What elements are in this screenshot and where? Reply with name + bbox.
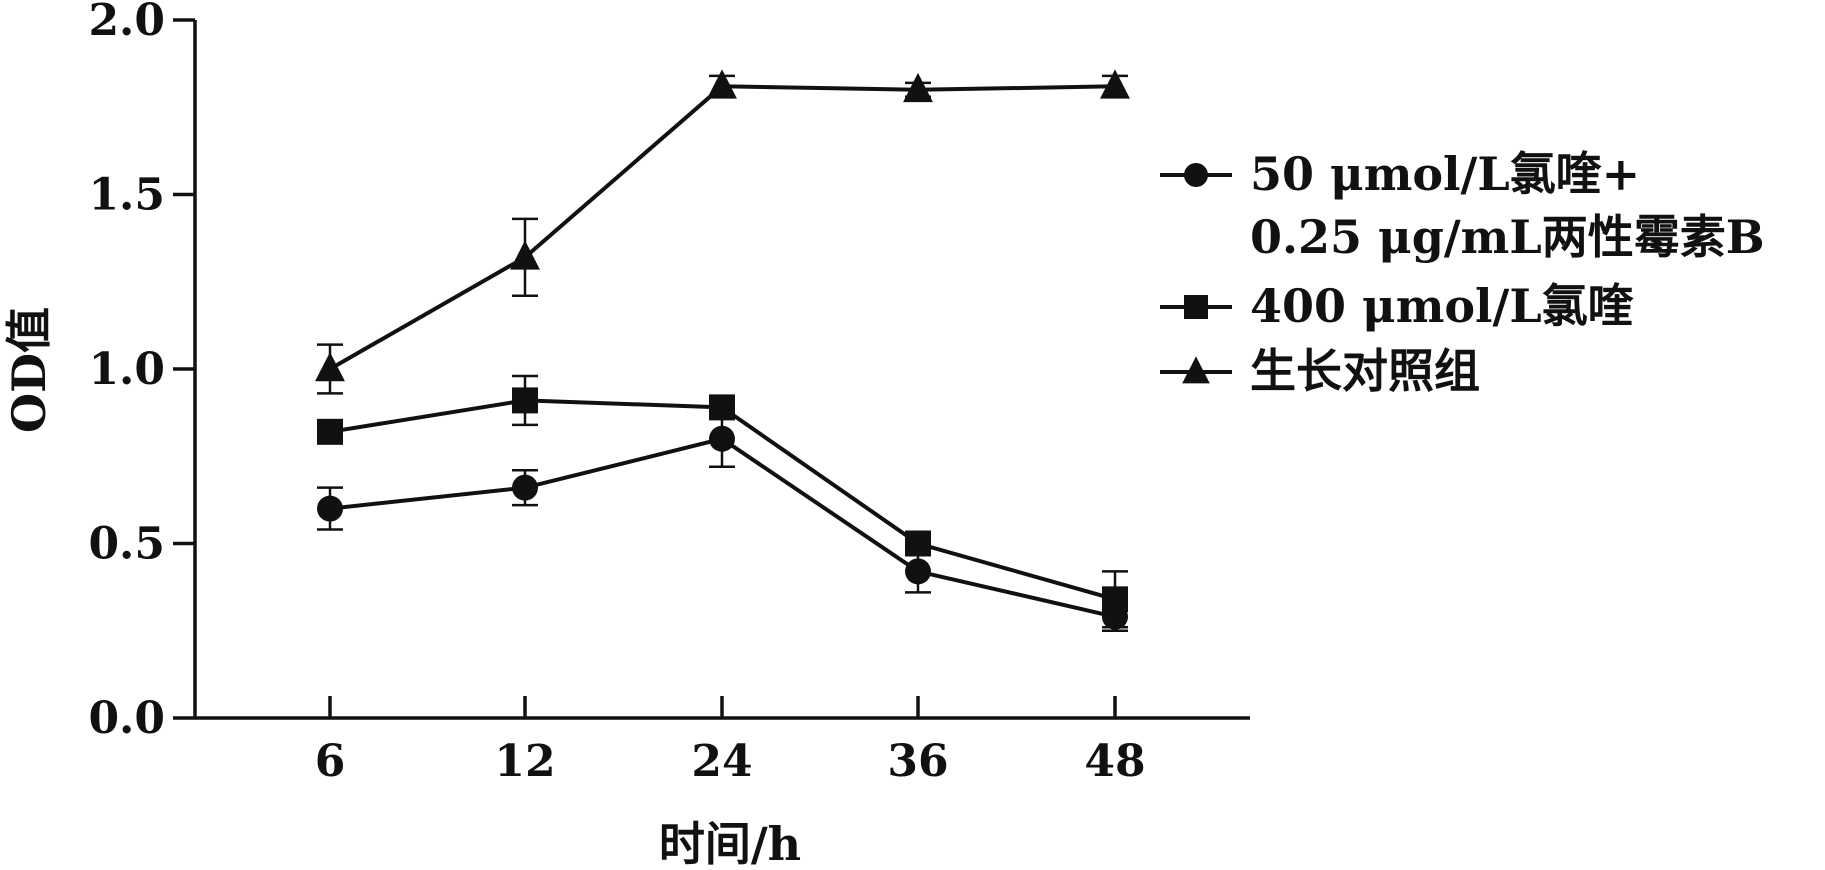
data-point-circle: [709, 425, 735, 452]
legend-label: 400 μmol/L氯喹: [1250, 279, 1635, 333]
data-point-triangle: [315, 352, 345, 382]
data-point-triangle: [1100, 69, 1130, 99]
x-tick-label: 12: [494, 736, 555, 787]
x-tick-label: 24: [691, 736, 752, 787]
x-tick-label: 48: [1084, 736, 1145, 787]
data-point-circle: [1184, 163, 1208, 187]
data-point-triangle: [707, 69, 737, 99]
data-point-square: [512, 387, 538, 414]
legend: 50 μmol/L氯喹+ 0.25 μg/mL两性霉素B 400 μmol/L氯喹生…: [1160, 147, 1765, 398]
x-axis-label: 时间/h: [659, 817, 801, 870]
data-point-square: [709, 394, 735, 421]
series-triangle: [315, 69, 1130, 395]
legend-label: 生长对照组: [1250, 344, 1480, 398]
y-tick-label: 1.5: [88, 170, 165, 221]
x-tick-label: 6: [315, 736, 346, 787]
legend-item-square: 400 μmol/L氯喹: [1160, 279, 1635, 333]
y-tick-label: 2.0: [88, 0, 165, 46]
series-circle: [317, 409, 1128, 632]
data-point-circle: [317, 495, 343, 522]
legend-label: 0.25 μg/mL两性霉素B: [1250, 210, 1765, 264]
data-point-circle: [905, 558, 931, 585]
data-point-triangle: [510, 240, 540, 270]
y-tick-label: 1.0: [88, 344, 165, 395]
data-point-square: [1102, 586, 1128, 613]
data-point-triangle: [1182, 356, 1210, 384]
data-point-square: [317, 418, 343, 445]
y-axis-label: OD值: [2, 307, 56, 433]
axes: 0.0 0.5 1.0 1.5 2.0 6 12 24 36 48: [88, 0, 1250, 787]
series-layer: [315, 69, 1130, 632]
series-line: [329, 84, 1116, 371]
y-tick-label: 0.5: [88, 519, 165, 570]
data-point-square: [1184, 295, 1208, 319]
series-square: [317, 374, 1128, 629]
data-point-square: [905, 530, 931, 557]
data-point-circle: [512, 474, 538, 501]
legend-item-circle: 50 μmol/L氯喹+ 0.25 μg/mL两性霉素B: [1160, 147, 1765, 264]
x-tick-label: 36: [887, 736, 948, 787]
legend-label: 50 μmol/L氯喹+: [1250, 147, 1640, 201]
data-point-triangle: [903, 72, 933, 103]
y-tick-label: 0.0: [88, 693, 165, 744]
legend-item-triangle: 生长对照组: [1160, 344, 1480, 398]
